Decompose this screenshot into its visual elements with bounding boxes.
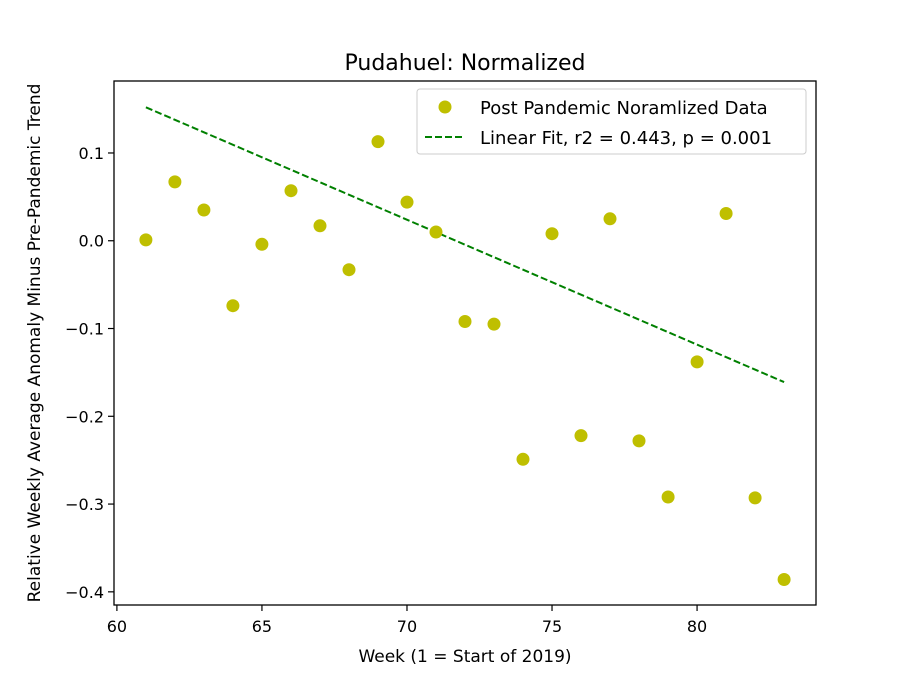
scatter-point	[632, 434, 646, 448]
scatter-point	[284, 184, 298, 198]
scatter-point	[777, 573, 791, 586]
y-tick-label: −0.2	[65, 407, 104, 426]
scatter-point	[139, 233, 153, 247]
scatter-point	[255, 237, 269, 251]
fit-line	[145, 106, 785, 384]
scatter-point	[226, 299, 240, 313]
scatter-point	[719, 207, 733, 220]
scatter-point	[429, 225, 443, 239]
scatter-point	[400, 195, 414, 209]
scatter-point	[748, 491, 762, 505]
scatter-point	[197, 203, 211, 217]
scatter-point	[487, 317, 501, 331]
scatter-point	[516, 452, 530, 466]
y-tick-label: −0.3	[65, 495, 104, 514]
chart-title: Pudahuel: Normalized	[345, 51, 586, 76]
legend-box	[416, 88, 807, 155]
legend: Post Pandemic Noramlized Data Linear Fit…	[416, 88, 807, 155]
y-axis: 0.1 0.0 −0.1 −0.2 −0.3 −0.4	[65, 144, 114, 602]
legend-label-scatter: Post Pandemic Noramlized Data	[480, 98, 768, 119]
y-tick-label: −0.4	[65, 583, 104, 602]
fit-line-layer	[145, 106, 785, 384]
scatter-point	[661, 490, 675, 504]
scatter-point	[574, 429, 588, 443]
scatter-point	[371, 135, 385, 149]
x-axis-label: Week (1 = Start of 2019)	[358, 647, 571, 667]
y-axis-label: Relative Weekly Average Anomaly Minus Pr…	[25, 84, 45, 603]
legend-label-fit-line: Linear Fit, r2 = 0.443, p = 0.001	[480, 128, 772, 149]
x-tick-label: 80	[687, 617, 707, 636]
x-tick-label: 60	[107, 617, 127, 636]
y-tick-label: 0.1	[79, 144, 104, 163]
x-tick-label: 75	[542, 617, 562, 636]
scatter-point	[690, 355, 704, 369]
scatter-point	[603, 212, 617, 226]
x-tick-label: 70	[397, 617, 417, 636]
scatter-point	[545, 227, 559, 241]
scatter-point	[168, 175, 182, 189]
plot-frame	[113, 80, 817, 606]
x-axis: 60 65 70 75 80	[107, 605, 707, 636]
legend-marker-scatter	[438, 100, 452, 114]
scatter-point	[458, 315, 472, 328]
y-tick-label: −0.1	[65, 320, 104, 339]
y-tick-label: 0.0	[79, 232, 104, 251]
scatter-point	[313, 219, 327, 233]
scatter-point	[342, 263, 356, 277]
x-tick-label: 65	[252, 617, 272, 636]
scatter-points-layer	[139, 135, 791, 586]
